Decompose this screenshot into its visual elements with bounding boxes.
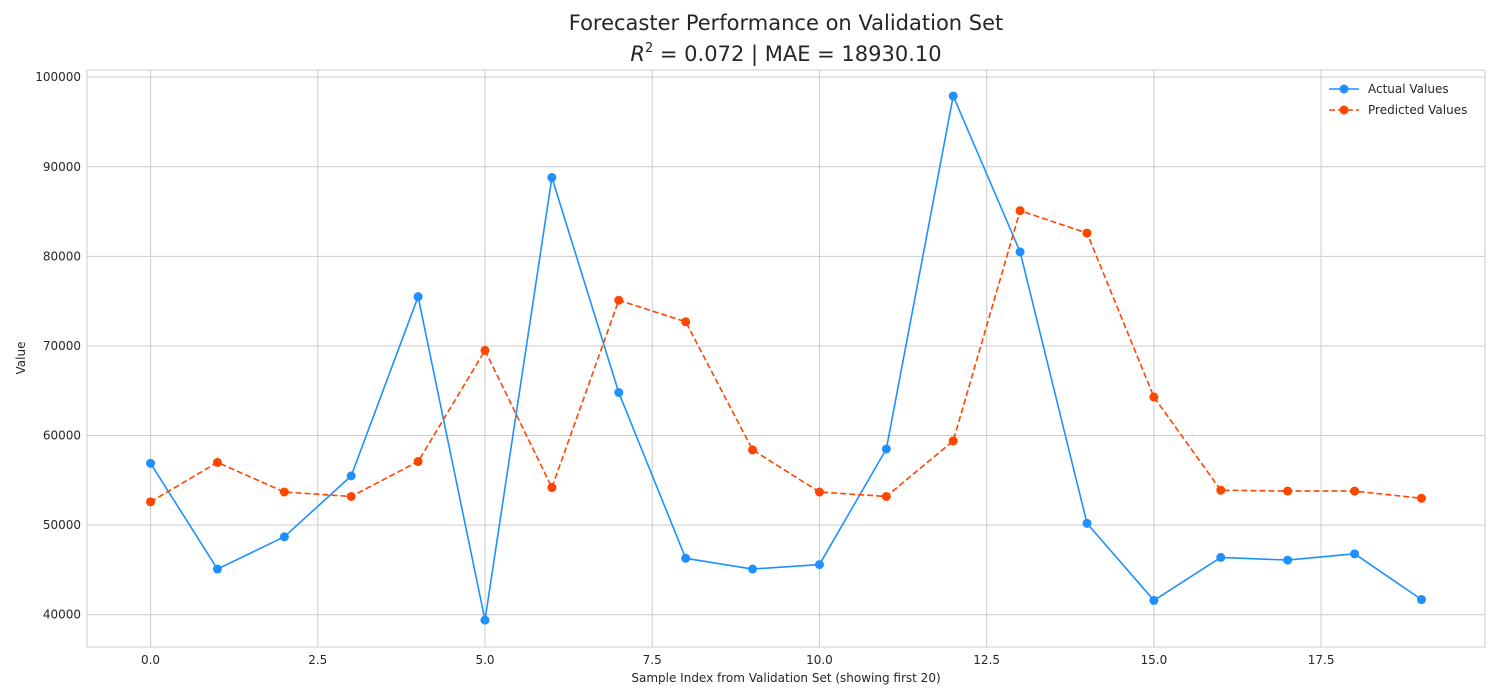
data-point-predicted-values <box>1015 206 1025 216</box>
data-point-actual-values <box>212 564 222 574</box>
y-tick-label: 100000 <box>35 70 81 84</box>
data-point-predicted-values <box>614 295 624 305</box>
series-line-predicted-values <box>150 209 1422 503</box>
y-axis-label: Value <box>14 342 28 375</box>
x-tick-label: 2.5 <box>308 653 327 667</box>
r2-symbol: R <box>630 42 645 66</box>
data-point-predicted-values <box>1416 493 1426 503</box>
series-layer <box>146 91 1426 625</box>
legend-item-predicted-values: Predicted Values <box>1329 103 1467 117</box>
data-point-predicted-values <box>681 317 691 327</box>
data-point-predicted-values <box>1082 228 1092 238</box>
data-point-actual-values <box>1283 555 1293 565</box>
data-point-actual-values <box>480 615 490 625</box>
data-point-predicted-values <box>948 436 958 446</box>
data-point-actual-values <box>1350 549 1360 559</box>
data-point-predicted-values <box>279 487 289 497</box>
legend-item-actual-values: Actual Values <box>1329 82 1449 96</box>
data-point-predicted-values <box>881 491 891 501</box>
data-point-predicted-values <box>346 491 356 501</box>
tick-labels: 0.0 2.5 5.0 7.5 10.0 12.5 15.0 17.5 40000 50000 60… <box>35 70 1334 667</box>
y-tick-label: 90000 <box>43 160 81 174</box>
series-line-actual-values <box>149 95 1422 621</box>
grid <box>87 70 1485 647</box>
y-tick-label: 70000 <box>43 339 81 353</box>
legend-swatch-marker <box>1339 84 1349 94</box>
data-point-actual-values <box>279 532 289 542</box>
data-point-actual-values <box>547 173 557 183</box>
data-point-actual-values <box>1082 518 1092 528</box>
data-point-predicted-values <box>1350 486 1360 496</box>
data-point-predicted-values <box>413 457 423 467</box>
data-point-predicted-values <box>212 457 222 467</box>
series-predicted-values <box>146 206 1426 507</box>
data-point-predicted-values <box>146 497 156 507</box>
data-point-actual-values <box>413 292 423 302</box>
y-tick-label: 50000 <box>43 518 81 532</box>
legend-swatch-marker <box>1339 105 1349 115</box>
y-tick-label: 80000 <box>43 249 81 263</box>
chart-subtitle: R2 = 0.072 | MAE = 18930.10 <box>630 41 941 67</box>
data-point-predicted-values <box>1216 485 1226 495</box>
data-point-actual-values <box>1015 247 1025 257</box>
data-point-actual-values <box>881 444 891 454</box>
x-axis-label: Sample Index from Validation Set (showin… <box>631 671 940 685</box>
data-point-predicted-values <box>1149 392 1159 402</box>
x-tick-label: 10.0 <box>806 653 833 667</box>
x-tick-label: 12.5 <box>973 653 1000 667</box>
data-point-predicted-values <box>814 487 824 497</box>
y-tick-label: 60000 <box>43 429 81 443</box>
data-point-actual-values <box>948 91 958 101</box>
data-point-predicted-values <box>1283 486 1293 496</box>
x-tick-label: 15.0 <box>1141 653 1168 667</box>
data-point-actual-values <box>748 564 758 574</box>
data-point-actual-values <box>346 471 356 481</box>
data-point-predicted-values <box>547 483 557 493</box>
r2-superscript: 2 <box>645 41 653 56</box>
x-tick-label: 5.0 <box>475 653 494 667</box>
data-point-actual-values <box>146 458 156 468</box>
series-actual-values <box>146 91 1426 625</box>
plot-frame <box>86 69 1486 648</box>
data-point-actual-values <box>681 553 691 563</box>
data-point-predicted-values <box>748 445 758 455</box>
data-point-actual-values <box>814 560 824 570</box>
data-point-predicted-values <box>480 345 490 355</box>
chart-title: Forecaster Performance on Validation Set <box>569 11 1004 35</box>
legend: Actual Values Predicted Values <box>1329 82 1467 117</box>
x-tick-label: 17.5 <box>1308 653 1335 667</box>
data-point-actual-values <box>1416 595 1426 605</box>
x-tick-label: 0.0 <box>141 653 160 667</box>
legend-label: Predicted Values <box>1368 103 1467 117</box>
data-point-actual-values <box>1149 595 1159 605</box>
data-point-actual-values <box>614 388 624 398</box>
legend-label: Actual Values <box>1368 82 1449 96</box>
data-point-actual-values <box>1216 552 1226 562</box>
subtitle-metrics: = 0.072 | MAE = 18930.10 <box>653 42 941 67</box>
y-tick-label: 40000 <box>43 608 81 622</box>
x-tick-label: 7.5 <box>643 653 662 667</box>
